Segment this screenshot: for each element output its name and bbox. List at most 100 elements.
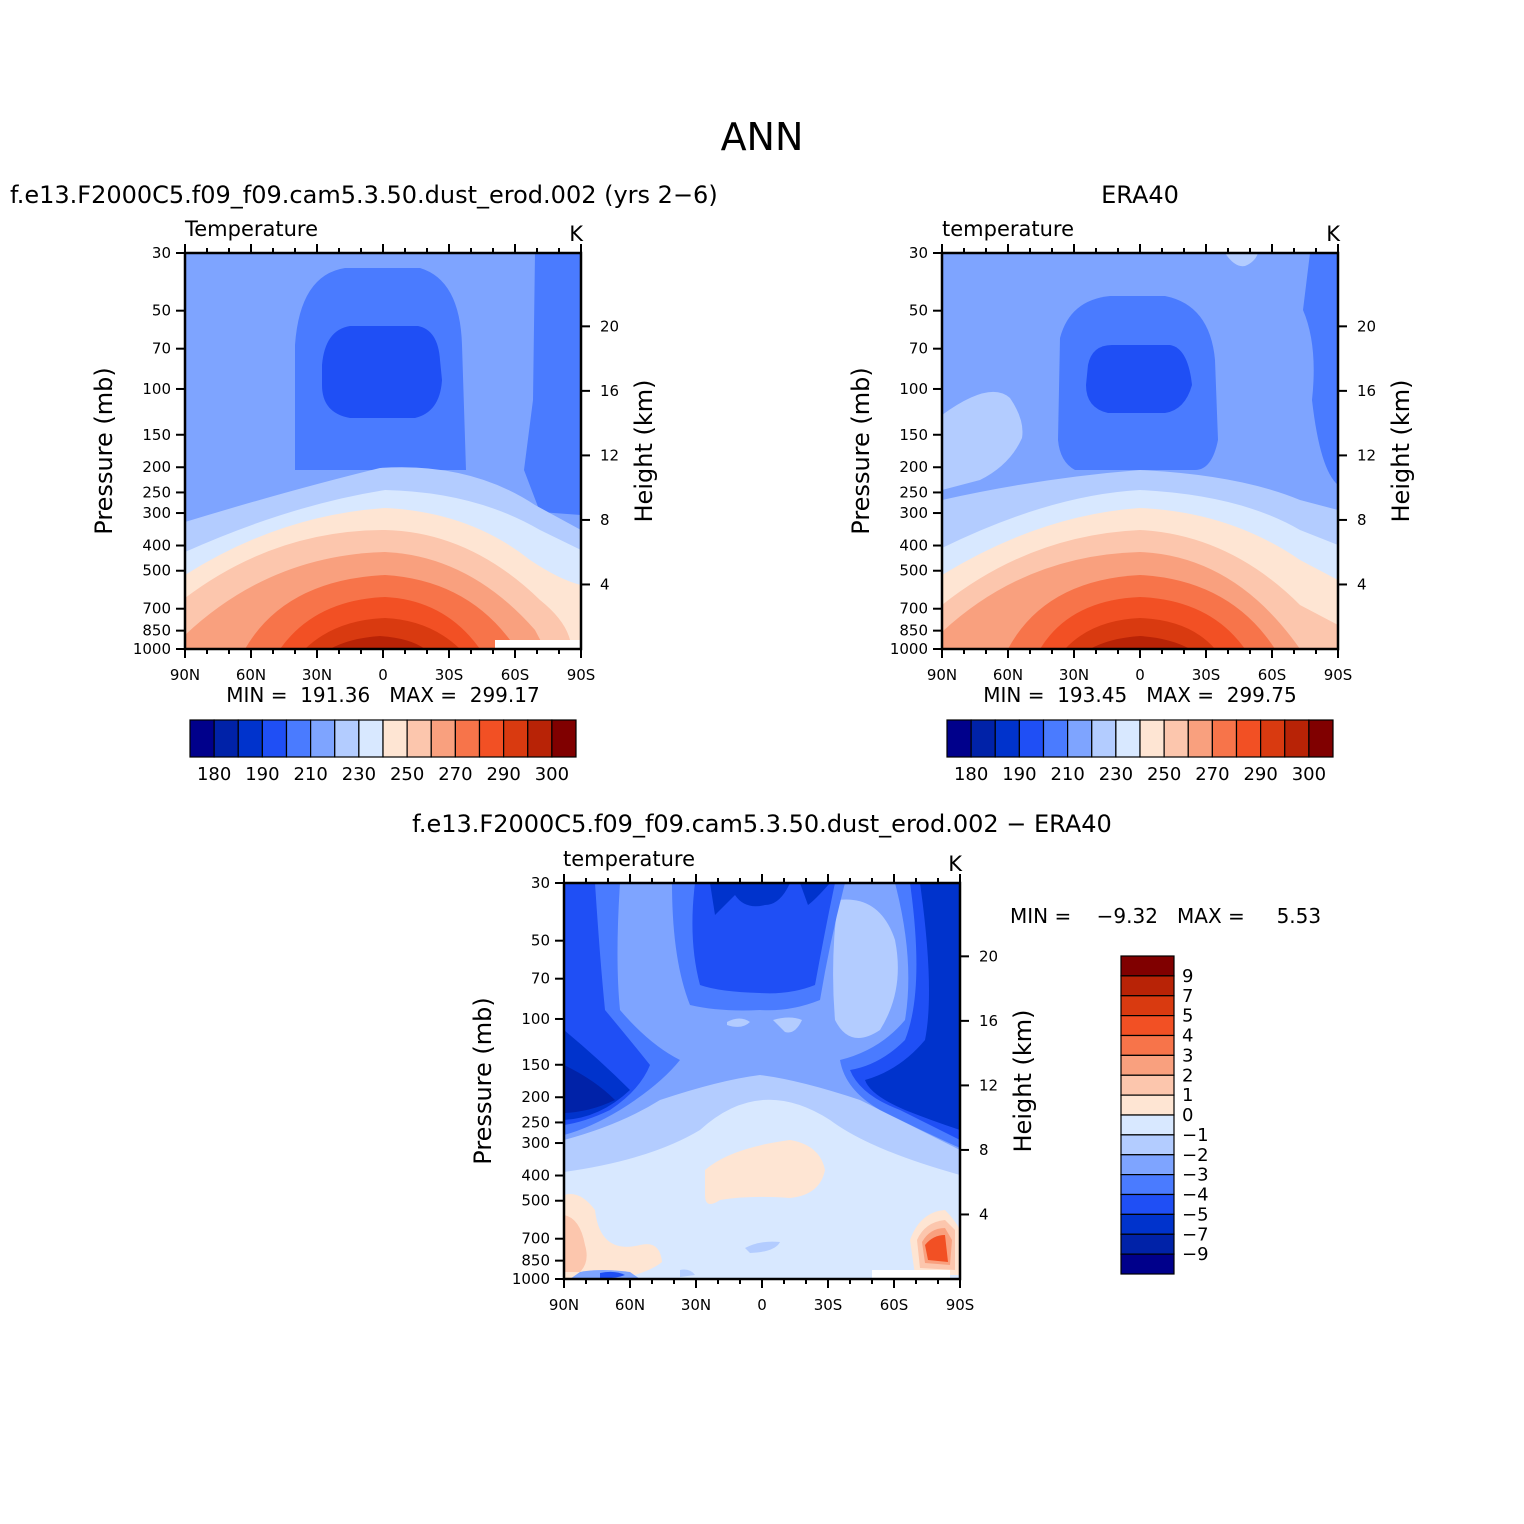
y-tick-label: 1000 — [133, 640, 171, 658]
x-tick-label: 60N — [993, 666, 1023, 684]
y-tick-label: 300 — [142, 504, 171, 522]
x-tick-label: 60S — [501, 666, 530, 684]
contour-region — [727, 1018, 750, 1027]
panel-model-ylabel: Pressure (mb) — [90, 367, 118, 534]
colorbar-label: 190 — [1002, 764, 1036, 785]
y2-tick-label: 12 — [979, 1076, 998, 1094]
y2-tick-label: 8 — [1357, 511, 1367, 529]
colorbar-label: 9 — [1182, 966, 1193, 987]
colorbar-label: 210 — [1050, 764, 1084, 785]
colorbar-swatch — [1067, 719, 1093, 758]
panel-difference-y2label: Height (km) — [1009, 1010, 1037, 1153]
colorbar-swatch — [1120, 1054, 1175, 1076]
contour-region — [692, 883, 835, 994]
y2-tick-label: 16 — [979, 1012, 998, 1030]
y2-tick-label: 20 — [1357, 317, 1376, 335]
x-tick-label: 60S — [1258, 666, 1287, 684]
colorbar-swatch — [334, 719, 360, 758]
panel-era40-ylabel: Pressure (mb) — [847, 367, 875, 534]
y-tick-label: 100 — [142, 380, 171, 398]
y2-tick-label: 8 — [979, 1141, 989, 1159]
colorbar-swatch — [527, 719, 553, 758]
y-tick-label: 700 — [142, 600, 171, 618]
colorbar-swatch — [1115, 719, 1141, 758]
colorbar-label: −9 — [1182, 1244, 1209, 1265]
x-tick-label: 30N — [681, 1296, 711, 1314]
y2-tick-label: 4 — [979, 1205, 989, 1223]
x-tick-label: 90N — [549, 1296, 579, 1314]
y2-tick-label: 12 — [1357, 446, 1376, 464]
y2-tick-label: 4 — [1357, 575, 1367, 593]
panel-model-y2label: Height (km) — [630, 380, 658, 523]
colorbar-label: 290 — [1243, 764, 1277, 785]
y-tick-label: 400 — [899, 537, 928, 555]
panel-model-variable-label: Temperature — [184, 217, 318, 241]
colorbar-swatch — [1120, 1134, 1175, 1156]
colorbar-swatch — [454, 719, 481, 758]
colorbar-swatch — [382, 719, 408, 758]
y-tick-label: 500 — [142, 562, 171, 580]
contour-region — [1225, 253, 1258, 267]
y-tick-label: 1000 — [890, 640, 928, 658]
colorbar-swatch — [310, 719, 336, 758]
colorbar-swatch — [1120, 1074, 1175, 1096]
colorbar-label: 270 — [438, 764, 472, 785]
colorbar-swatch — [1091, 719, 1117, 758]
panel-difference-contours — [564, 883, 960, 1279]
contour-region — [800, 883, 830, 905]
colorbar-label: 180 — [954, 764, 988, 785]
colorbar-swatch — [1120, 995, 1175, 1017]
colorbar-label: 5 — [1182, 1006, 1193, 1027]
colorbar-label: 7 — [1182, 986, 1193, 1007]
panel-era40-minmax: MIN = 193.45 MAX = 299.75 — [983, 683, 1296, 707]
x-tick-label: 0 — [757, 1296, 767, 1314]
colorbar-swatch — [1120, 1015, 1175, 1037]
colorbar-label: −4 — [1182, 1185, 1209, 1206]
colorbar-label: 180 — [197, 764, 231, 785]
colorbar-swatch — [213, 719, 239, 758]
y-tick-label: 30 — [152, 244, 171, 262]
panel-difference-title: f.e13.F2000C5.f09_f09.cam5.3.50.dust_ero… — [412, 810, 1112, 838]
panel-difference-units-label: K — [948, 852, 963, 876]
colorbar-swatch — [551, 719, 577, 758]
colorbar-swatch — [503, 719, 529, 758]
colorbar-label: 0 — [1182, 1105, 1193, 1126]
y-tick-label: 700 — [899, 600, 928, 618]
colorbar-swatch — [285, 719, 312, 758]
contour-region — [1065, 618, 1215, 649]
panel-model: f.e13.F2000C5.f09_f09.cam5.3.50.dust_ero… — [10, 181, 718, 785]
x-tick-label: 90N — [927, 666, 957, 684]
colorbar-swatch — [1120, 1174, 1175, 1196]
x-tick-label: 30S — [435, 666, 464, 684]
colorbar-swatch — [430, 719, 456, 758]
y-tick-label: 500 — [899, 562, 928, 580]
x-tick-label: 60N — [236, 666, 266, 684]
colorbar-swatch — [1018, 719, 1045, 758]
colorbar-swatch — [1163, 719, 1189, 758]
panel-era40-colorbar: 180 190 210 230 250 270 290 300 — [946, 719, 1334, 785]
x-tick-label: 90S — [567, 666, 596, 684]
panel-difference-minmax: MIN = −9.32 MAX = 5.53 — [1010, 904, 1321, 928]
y-tick-label: 850 — [899, 622, 928, 640]
y-tick-label: 100 — [899, 380, 928, 398]
y2-tick-label: 16 — [1357, 382, 1376, 400]
contour-region — [1303, 253, 1338, 485]
panel-era40-units-label: K — [1326, 222, 1341, 246]
colorbar-label: 270 — [1195, 764, 1229, 785]
y-tick-label: 150 — [521, 1056, 550, 1074]
contour-region — [1086, 345, 1192, 413]
y-tick-label: 250 — [521, 1113, 550, 1131]
panel-difference-x-axis: 90N 60N 30N 0 30S 60S 90S — [549, 874, 974, 1314]
colorbar-label: 300 — [535, 764, 569, 785]
y-tick-label: 250 — [899, 483, 928, 501]
y-tick-label: 850 — [142, 622, 171, 640]
contour-region — [600, 1271, 625, 1279]
contour-region — [925, 1235, 948, 1262]
colorbar-swatch — [1042, 719, 1069, 758]
y2-tick-label: 20 — [600, 317, 619, 335]
colorbar-swatch — [994, 719, 1020, 758]
colorbar-swatch — [1187, 719, 1213, 758]
colorbar-swatch — [1120, 1253, 1175, 1275]
y-tick-label: 700 — [521, 1230, 550, 1248]
